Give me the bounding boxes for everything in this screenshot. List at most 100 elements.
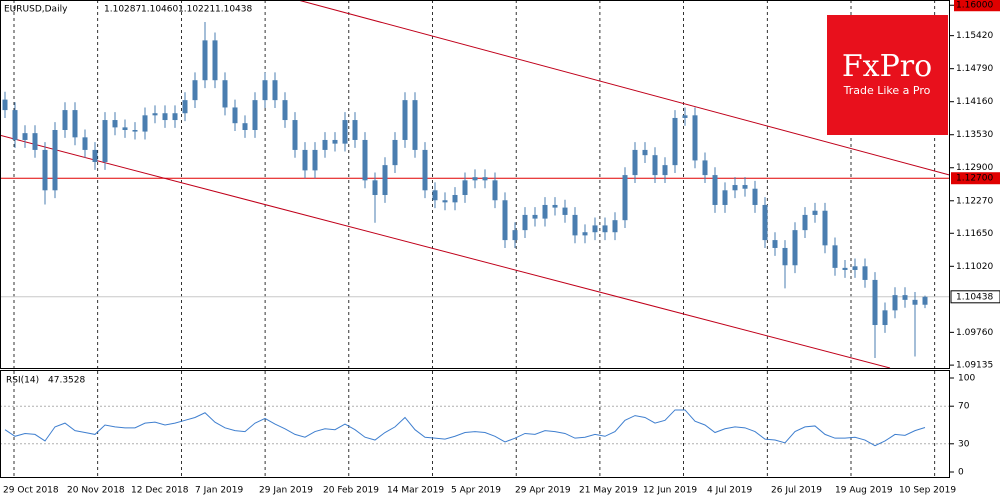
candle-body: [622, 175, 628, 221]
x-tick-label: 4 Jul 2019: [707, 486, 752, 496]
x-tick-label: 19 Aug 2019: [835, 486, 893, 496]
x-tick-label: 14 Mar 2019: [387, 486, 444, 496]
candle-body: [112, 120, 118, 128]
candle-body: [422, 149, 428, 191]
candle-body: [902, 295, 908, 300]
candle-body: [82, 137, 88, 150]
candle-body: [372, 180, 378, 196]
candle-body: [172, 113, 178, 121]
candle-body: [342, 120, 348, 144]
x-tick-label: 29 Jan 2019: [259, 486, 313, 496]
candle-body: [322, 139, 328, 150]
logo-brand: FxPro: [842, 49, 932, 84]
candle-body: [162, 113, 168, 121]
candle-body: [102, 120, 108, 162]
candle-body: [432, 190, 438, 201]
candle-body: [822, 210, 828, 246]
current-price-label: 1.10438: [956, 292, 993, 302]
x-tick-label: 5 Apr 2019: [451, 486, 501, 496]
candle-body: [542, 204, 548, 219]
candle-body: [782, 247, 788, 266]
candle-body: [282, 100, 288, 121]
candle-body: [692, 115, 698, 161]
candle-body: [672, 117, 678, 166]
candle-body: [612, 220, 618, 233]
candle-body: [252, 100, 258, 131]
candle-body: [402, 100, 408, 140]
x-tick-label: 26 Jul 2019: [771, 486, 822, 496]
logo-box: [827, 15, 948, 135]
ohlc-low: 1.10221: [178, 5, 215, 15]
candle-body: [572, 214, 578, 236]
candle-body: [592, 225, 598, 233]
marks: [0, 0, 951, 447]
candle-body: [772, 240, 778, 248]
x-tick-label: 20 Nov 2018: [67, 486, 125, 496]
candle-body: [722, 190, 728, 205]
candle-body: [392, 139, 398, 166]
candle-body: [32, 133, 38, 150]
candle-body: [552, 204, 558, 208]
candle-body: [152, 113, 158, 116]
candle-body: [562, 207, 568, 215]
candle-body: [912, 299, 918, 305]
candle-body: [852, 266, 858, 270]
x-tick-label: 12 Dec 2018: [131, 486, 189, 496]
ohlc-close: 1.10438: [215, 5, 252, 15]
candle-body: [272, 80, 278, 101]
rsi-y-tick-label: 70: [958, 402, 970, 412]
y-tick-label: 1.11020: [956, 262, 993, 272]
candle-body: [922, 296, 928, 305]
candle-body: [602, 225, 608, 233]
candle-body: [892, 295, 898, 311]
y-tick-label: 1.11650: [956, 229, 993, 239]
candle-body: [512, 230, 518, 241]
y-tick-label: 1.09135: [956, 361, 993, 371]
candle-body: [642, 149, 648, 156]
candle-body: [452, 195, 458, 203]
candle-body: [352, 120, 358, 140]
y-tick-label: 1.14790: [956, 64, 993, 74]
channel-line: [0, 134, 891, 369]
candle-body: [292, 120, 298, 150]
candle-body: [522, 214, 528, 231]
candle-body: [42, 149, 48, 191]
candle-body: [62, 110, 68, 131]
candle-body: [502, 200, 508, 241]
candle-body: [142, 115, 148, 132]
candle-body: [52, 130, 58, 191]
candle-body: [222, 80, 228, 108]
candle-body: [872, 279, 878, 326]
x-tick-label: 12 Jun 2019: [643, 486, 697, 496]
candle-body: [262, 80, 268, 101]
x-tick-label: 10 Sep 2019: [899, 486, 956, 496]
candle-body: [532, 214, 538, 219]
candle-body: [212, 40, 218, 81]
y-tick-label: 1.13530: [956, 130, 993, 140]
rsi-panel-border: [0, 370, 950, 478]
rsi-line: [4, 409, 926, 447]
x-tick-label: 20 Feb 2019: [323, 486, 379, 496]
candle-body: [802, 214, 808, 231]
rsi-last-value: 47.3528: [48, 376, 85, 386]
candle-body: [2, 99, 8, 111]
candle-body: [332, 139, 338, 144]
price-panel-border: [0, 0, 950, 369]
candle-body: [792, 230, 798, 266]
candle-body: [132, 130, 138, 132]
candle-body: [732, 185, 738, 191]
candle-body: [632, 149, 638, 176]
rsi-title: RSI(14): [6, 376, 39, 386]
candle-body: [182, 100, 188, 114]
candle-body: [582, 232, 588, 236]
candle-body: [232, 107, 238, 124]
x-tick-label: 29 Oct 2018: [3, 486, 59, 496]
rsi-y-tick-label: 100: [958, 374, 975, 384]
candle-body: [72, 110, 78, 138]
candle-body: [492, 180, 498, 201]
symbol-title: EURUSD,Daily: [4, 5, 68, 15]
candle-body: [22, 133, 28, 140]
channel-line: [297, 0, 951, 176]
x-tick-label: 21 May 2019: [579, 486, 638, 496]
